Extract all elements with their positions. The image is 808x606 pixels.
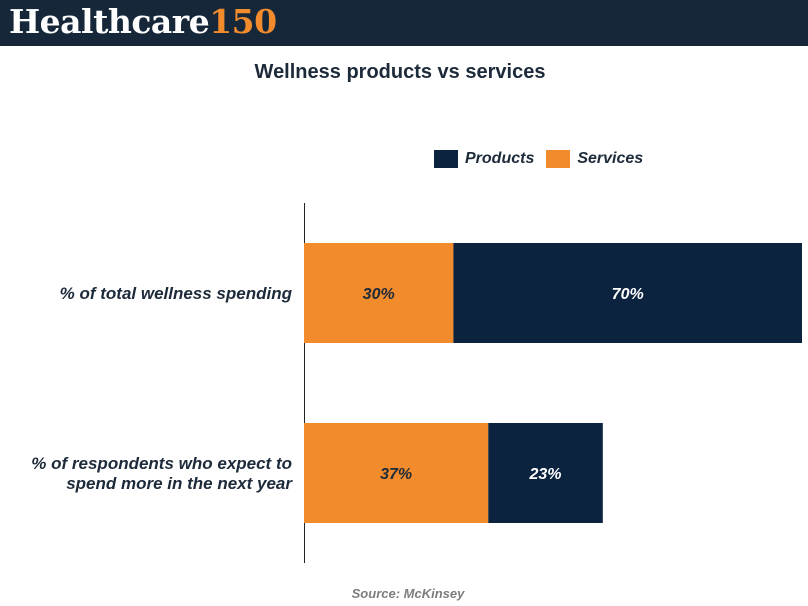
data-label-products-0: 70%	[612, 286, 644, 303]
header-bar: Healthcare150	[0, 0, 808, 46]
chart-title: Wellness products vs services	[254, 61, 546, 83]
category-label-1: % of respondents who expect to spend more…	[31, 454, 293, 493]
source-note: Source: McKinsey	[351, 586, 465, 601]
category-label-0: % of total wellness spending	[60, 284, 293, 303]
legend-swatch-services	[546, 150, 571, 168]
data-label-products-1: 23%	[529, 466, 562, 483]
legend-label-products: Products	[465, 150, 535, 167]
legend: Products Services	[434, 150, 655, 168]
bar-services-0	[304, 243, 454, 343]
brand-logo: Healthcare150	[9, 2, 277, 42]
bar-services-1	[304, 423, 489, 523]
legend-swatch-products	[434, 150, 458, 168]
legend-item-products: Products	[434, 150, 534, 168]
brand-name: Healthcare	[9, 2, 210, 41]
bar-products-0	[453, 243, 802, 343]
bar-products-1	[488, 423, 603, 523]
legend-item-services: Services	[546, 150, 643, 168]
brand-number: 150	[209, 2, 277, 41]
data-label-services-1: 37%	[380, 466, 412, 483]
legend-label-services: Services	[577, 150, 644, 167]
data-label-services-0: 30%	[363, 286, 395, 303]
